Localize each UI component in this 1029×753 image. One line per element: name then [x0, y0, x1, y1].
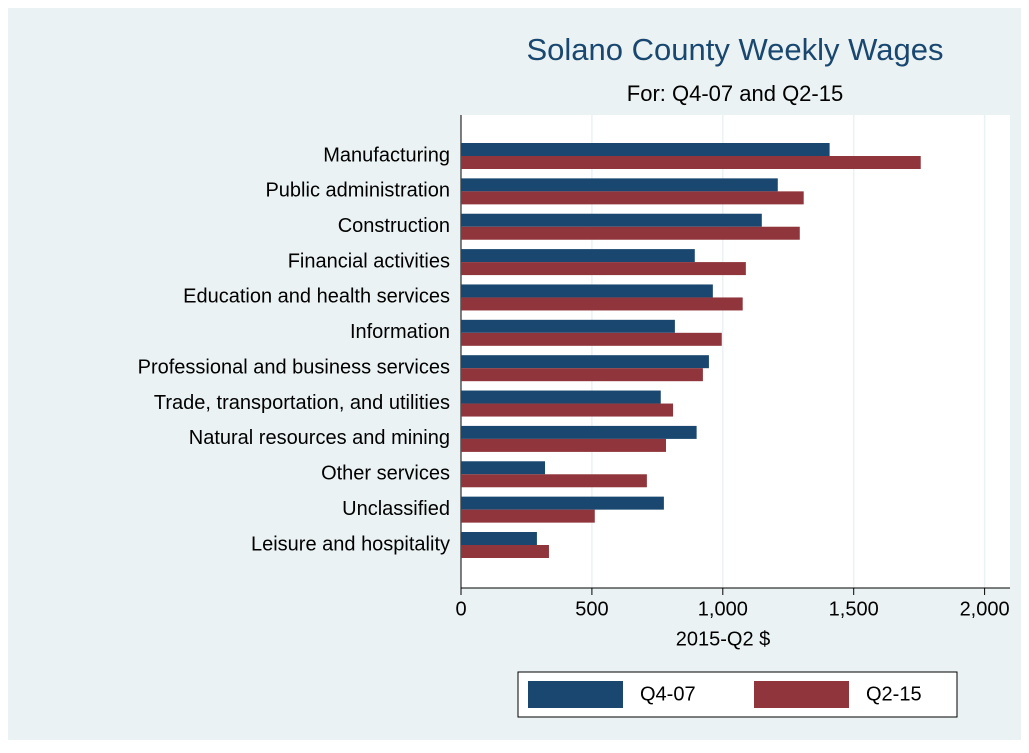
- x-tick-label: 500: [575, 598, 608, 620]
- bar: [461, 368, 703, 382]
- bar: [461, 403, 674, 417]
- y-tick-label: Leisure and hospitality: [251, 533, 450, 555]
- bar: [461, 438, 666, 452]
- y-tick-label: Trade, transportation, and utilities: [154, 392, 450, 414]
- bar: [461, 297, 743, 311]
- bar: [461, 496, 664, 510]
- x-tick-label: 1,000: [698, 598, 748, 620]
- bar: [461, 143, 830, 156]
- y-tick-label: Construction: [338, 215, 450, 237]
- y-tick-label: Manufacturing: [323, 144, 450, 166]
- bar: [461, 226, 800, 240]
- bar: [461, 425, 697, 439]
- y-tick-label: Education and health services: [183, 286, 450, 308]
- x-tick-label: 1,500: [829, 598, 879, 620]
- x-tick-label: 0: [455, 598, 466, 620]
- y-tick-label: Unclassified: [342, 498, 450, 520]
- bar: [461, 474, 647, 488]
- y-tick-label: Professional and business services: [138, 356, 450, 378]
- y-tick-label: Natural resources and mining: [189, 427, 450, 449]
- chart-title: Solano County Weekly Wages: [527, 32, 944, 67]
- bar: [461, 191, 804, 205]
- y-tick-label: Financial activities: [288, 250, 450, 272]
- bar: [461, 262, 746, 276]
- legend-label: Q2-15: [866, 683, 922, 705]
- bar: [461, 461, 546, 475]
- y-tick-label: Information: [350, 321, 450, 343]
- bar: [461, 319, 675, 333]
- legend-swatch: [754, 681, 849, 708]
- chart-subtitle: For: Q4-07 and Q2-15: [627, 81, 843, 106]
- bar: [461, 249, 695, 263]
- bar: [461, 156, 921, 169]
- bar: [461, 213, 762, 227]
- bar: [461, 509, 595, 523]
- legend-label: Q4-07: [640, 683, 696, 705]
- x-axis-label: 2015-Q2 $: [676, 628, 771, 650]
- bar: [461, 178, 778, 192]
- bar: [461, 355, 709, 369]
- legend-swatch: [528, 681, 623, 708]
- x-tick-label: 2,000: [960, 598, 1010, 620]
- bar: [461, 532, 537, 545]
- y-tick-label: Public administration: [265, 180, 450, 202]
- bar: [461, 332, 722, 346]
- bar: [461, 284, 713, 298]
- bar: [461, 390, 661, 404]
- y-tick-label: Other services: [321, 463, 450, 485]
- bar: [461, 545, 549, 558]
